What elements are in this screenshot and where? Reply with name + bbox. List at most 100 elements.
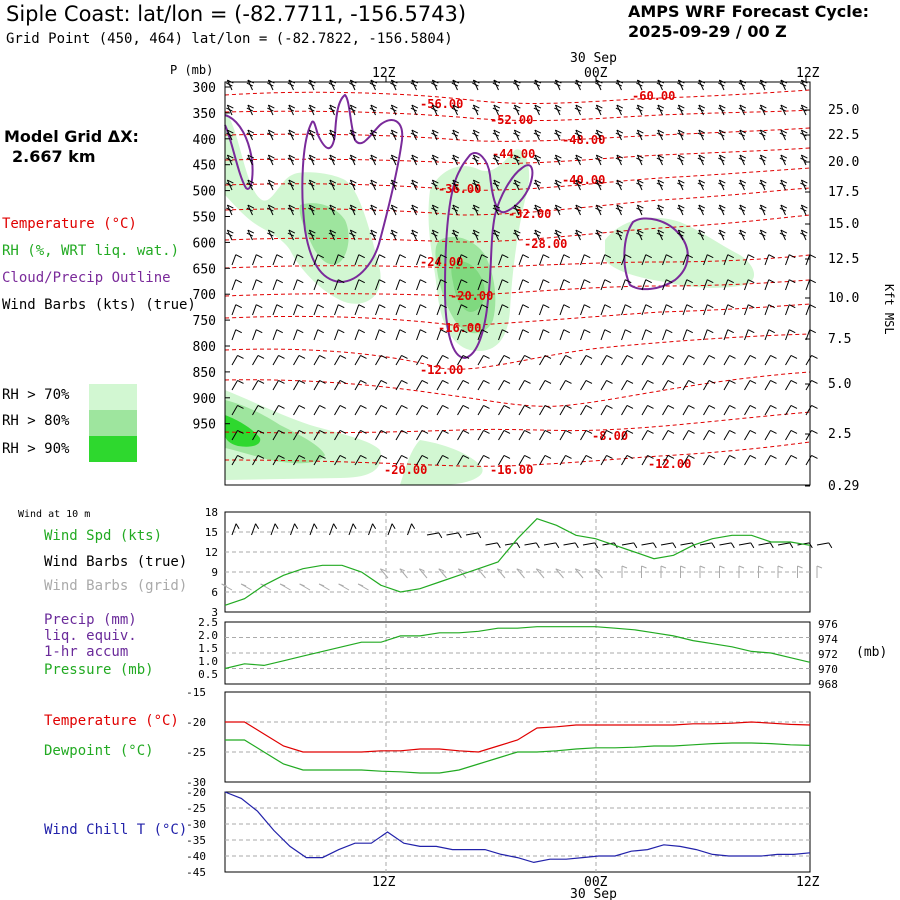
wind-barb xyxy=(492,204,501,216)
wind-barb xyxy=(595,129,603,141)
wind-barb xyxy=(272,355,285,366)
wind-barb xyxy=(621,279,632,291)
wind-barb xyxy=(656,129,665,141)
wind-barb xyxy=(369,204,378,216)
axis-tick-label: 2.5 xyxy=(198,616,218,629)
wind-barb xyxy=(395,304,406,316)
wind-barb-grid xyxy=(240,583,252,591)
wind-barb xyxy=(697,129,706,141)
wind-barb xyxy=(349,104,357,116)
wind-barb xyxy=(539,329,550,341)
wind-barb xyxy=(785,254,796,266)
wind-barb xyxy=(375,455,388,466)
wind-barb xyxy=(805,405,818,416)
wind-barb xyxy=(764,279,775,291)
wind-barb xyxy=(313,279,324,291)
temperature-labels: -56.00 -52.00 -60.00 -48.00 -44.00 -40.0… xyxy=(384,89,691,477)
axis-tick-label: -25 xyxy=(186,802,206,815)
wind-barb xyxy=(636,104,644,116)
bottom-date: 30 Sep xyxy=(570,887,617,900)
wind-barb xyxy=(554,154,562,166)
wind-barb xyxy=(759,229,767,241)
temp-label: -36.00 xyxy=(438,182,481,196)
temp-label: -44.00 xyxy=(492,147,535,161)
wind-barb xyxy=(615,179,624,191)
wind-barb xyxy=(697,179,706,191)
wind-barb xyxy=(431,104,439,116)
wind-barb-true xyxy=(329,523,338,536)
wind-barb xyxy=(805,304,816,316)
axis-tick-label: -25 xyxy=(186,746,206,759)
wind-barb xyxy=(595,204,603,216)
wind-barb-grid xyxy=(641,565,647,578)
height-tick-label: 25.0 xyxy=(828,103,859,118)
wind-barb-grid xyxy=(457,568,467,579)
wind-barb xyxy=(580,279,591,291)
pressure-tick-label: 350 xyxy=(193,107,216,122)
wind-barb xyxy=(451,229,460,241)
wind-barb xyxy=(800,104,808,116)
isotherm-1 xyxy=(224,89,811,104)
rh70-label: RH > 70% xyxy=(2,387,70,403)
wind-barb xyxy=(287,129,296,141)
wind-barb-grid xyxy=(399,568,408,579)
wind-barb xyxy=(574,229,583,241)
wind-barb xyxy=(513,179,521,191)
wind-barb xyxy=(800,129,808,141)
wind-barb xyxy=(334,455,347,466)
wind-barb-true xyxy=(777,542,794,549)
wind-barb xyxy=(231,279,242,291)
wind-panel-ticks: 18 15 12 9 6 3 xyxy=(205,506,218,619)
height-tick-label: 20.0 xyxy=(828,155,859,170)
wind-barb xyxy=(764,254,775,266)
wind-barb xyxy=(513,129,521,141)
wind-barb xyxy=(349,204,357,216)
wind-barb xyxy=(682,279,693,291)
wind-barb xyxy=(477,304,488,316)
windchill-line xyxy=(224,791,811,864)
xs-top-tick: 12Z xyxy=(372,66,396,81)
wind-barb xyxy=(246,129,255,141)
wind-barb xyxy=(436,254,447,266)
wind-barb xyxy=(718,179,726,191)
wind-barb xyxy=(518,405,531,416)
wind-barb-grid xyxy=(299,583,311,591)
wind-barb xyxy=(656,179,665,191)
precip-label-block: Precip (mm) liq. equiv. 1-hr accum xyxy=(44,612,137,660)
wind-barb-true xyxy=(348,523,357,536)
wind-barb xyxy=(272,254,283,266)
wind-barb xyxy=(723,279,734,291)
wind-barb xyxy=(287,154,296,166)
wind-barb xyxy=(390,229,398,241)
wind-barb xyxy=(492,154,501,166)
wind-barb xyxy=(252,254,263,266)
wind-barb xyxy=(764,405,777,416)
pressure-tick-label: 700 xyxy=(193,288,216,303)
wind-barb xyxy=(492,104,501,116)
wind-barb xyxy=(662,455,675,466)
wind-barb xyxy=(431,129,439,141)
axis-tick-label: 976 xyxy=(818,618,838,631)
wind-barb xyxy=(328,104,337,116)
height-tick-label: 7.5 xyxy=(828,332,851,347)
wind-barb xyxy=(457,355,470,366)
wind-barb xyxy=(703,405,716,416)
dewpoint-line xyxy=(225,739,811,774)
label-wind-speed: Wind Spd (kts) xyxy=(44,528,163,544)
wind-barb xyxy=(369,179,378,191)
wind-barb xyxy=(354,279,365,291)
wind-barb xyxy=(779,229,788,241)
wind-barb xyxy=(226,129,234,141)
wind-barb xyxy=(559,430,572,441)
label-dewpoint: Dewpoint (°C) xyxy=(44,743,154,759)
wind-barb-grid xyxy=(758,565,764,578)
temp-label: -12.00 xyxy=(420,363,463,377)
wind-barb xyxy=(682,304,693,316)
wind-barb xyxy=(451,179,460,191)
wind-barb xyxy=(395,355,408,366)
wind-barb xyxy=(682,329,693,341)
wind-barb xyxy=(800,204,808,216)
wind-barb xyxy=(267,204,275,216)
wind-barb-true xyxy=(563,542,579,549)
wind-barb xyxy=(703,329,714,341)
